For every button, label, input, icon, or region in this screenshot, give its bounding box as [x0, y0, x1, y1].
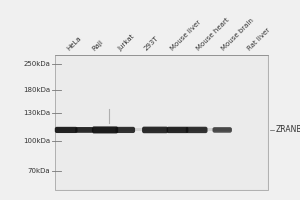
- FancyBboxPatch shape: [116, 127, 135, 133]
- FancyBboxPatch shape: [92, 126, 118, 133]
- Text: Jurkat: Jurkat: [117, 33, 136, 52]
- FancyBboxPatch shape: [167, 127, 188, 133]
- Text: 100kDa: 100kDa: [23, 138, 50, 144]
- Text: Mouse brain: Mouse brain: [221, 17, 255, 52]
- Bar: [56, 56, 267, 189]
- FancyBboxPatch shape: [142, 127, 168, 133]
- Text: 180kDa: 180kDa: [23, 87, 50, 93]
- Bar: [55, 55, 268, 190]
- Text: 130kDa: 130kDa: [23, 110, 50, 116]
- Bar: [57, 128, 232, 131]
- FancyBboxPatch shape: [212, 127, 232, 133]
- FancyBboxPatch shape: [55, 127, 78, 133]
- Text: Mouse heart: Mouse heart: [195, 17, 230, 52]
- Text: 70kDa: 70kDa: [27, 168, 50, 174]
- Text: ZRANB3: ZRANB3: [276, 125, 300, 134]
- Text: 293T: 293T: [143, 35, 160, 52]
- FancyBboxPatch shape: [75, 127, 94, 133]
- Text: 250kDa: 250kDa: [23, 61, 50, 67]
- Text: Mouse liver: Mouse liver: [169, 19, 202, 52]
- Text: Rat liver: Rat liver: [247, 27, 272, 52]
- Text: HeLa: HeLa: [66, 35, 83, 52]
- FancyBboxPatch shape: [186, 127, 208, 133]
- Text: Raji: Raji: [92, 39, 105, 52]
